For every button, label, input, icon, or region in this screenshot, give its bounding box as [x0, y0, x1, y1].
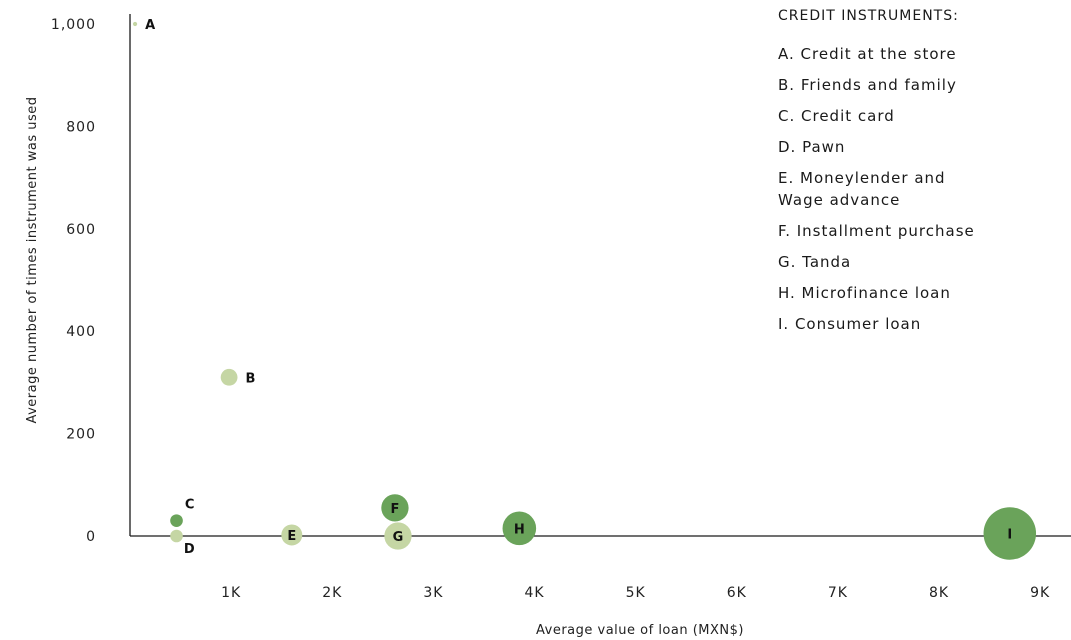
point-d: D [170, 529, 195, 557]
point-c: C [170, 498, 194, 527]
point-marker [983, 507, 1037, 560]
point-marker [502, 511, 537, 546]
point-label: I [1007, 527, 1012, 542]
point-label: G [393, 530, 404, 545]
x-tick-label: 7K [828, 585, 848, 601]
y-tick-label: 600 [66, 222, 96, 238]
x-tick-label: 3K [423, 585, 443, 601]
point-b: B [220, 368, 256, 386]
x-tick-label: 4K [524, 585, 544, 601]
y-axis-ticks: 0 200 400 600 800 1,000 [51, 17, 96, 545]
legend-item: C. Credit card [778, 107, 895, 125]
point-label: A [145, 18, 155, 33]
y-tick-label: 1,000 [51, 17, 96, 33]
x-tick-label: 1K [221, 585, 241, 601]
legend-item: G. Tanda [778, 253, 852, 271]
point-marker [132, 21, 138, 27]
point-marker [384, 522, 412, 550]
point-label: E [287, 529, 296, 544]
y-tick-label: 800 [66, 119, 96, 135]
x-tick-label: 8K [929, 585, 949, 601]
legend: CREDIT INSTRUMENTS: A. Credit at the sto… [778, 8, 1068, 344]
point-g: G [384, 522, 412, 550]
point-a: A [132, 18, 155, 33]
point-label: B [246, 371, 256, 386]
x-tick-label: 2K [322, 585, 342, 601]
legend-title: CREDIT INSTRUMENTS: [778, 8, 959, 24]
y-tick-label: 200 [66, 427, 96, 443]
point-label: H [514, 522, 525, 537]
point-marker [381, 494, 409, 522]
legend-item: I. Consumer loan [778, 315, 922, 333]
x-axis-title: Average value of loan (MXN$) [536, 623, 744, 638]
x-tick-label: 6K [727, 585, 747, 601]
point-marker [170, 529, 183, 543]
point-marker [220, 368, 238, 386]
legend-item: H. Microfinance loan [778, 284, 951, 302]
y-axis-title: Average number of times instrument was u… [25, 96, 40, 423]
legend-item: E. Moneylender and Wage advance [778, 169, 946, 209]
x-axis-ticks: 1K 2K 3K 4K 5K 6K 7K 8K 9K [221, 585, 1050, 601]
point-i: I [983, 507, 1037, 560]
legend-item: A. Credit at the store [778, 45, 957, 63]
point-label: D [184, 542, 195, 557]
point-e: E [281, 524, 303, 546]
legend-item: D. Pawn [778, 138, 846, 156]
point-marker [170, 514, 183, 527]
y-tick-label: 0 [86, 529, 96, 545]
x-tick-label: 5K [626, 585, 646, 601]
point-marker [281, 524, 303, 546]
legend-item: F. Installment purchase [778, 222, 975, 240]
data-points: A B C D E FG H I [132, 18, 1037, 560]
x-tick-label: 9K [1030, 585, 1050, 601]
point-label: F [391, 502, 400, 517]
y-tick-label: 400 [66, 324, 96, 340]
point-f: F [381, 494, 409, 522]
point-h: H [502, 511, 537, 546]
legend-item: B. Friends and family [778, 76, 957, 94]
legend-list: A. Credit at the store B. Friends and fam… [778, 43, 1068, 335]
point-label: C [185, 498, 195, 513]
